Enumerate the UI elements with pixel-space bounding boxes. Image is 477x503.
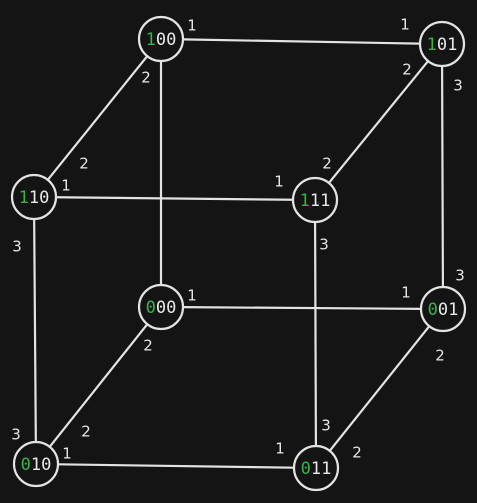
edge-label-100-110-to: 2 xyxy=(79,155,89,173)
node-label-001: 001 xyxy=(428,300,459,320)
edge-label-100-101-from: 1 xyxy=(187,17,197,35)
node-110: 110 xyxy=(10,173,58,221)
node-circle-110 xyxy=(10,173,58,221)
node-000: 000 xyxy=(137,283,185,331)
edge-label-001-011-from: 2 xyxy=(435,347,445,365)
node-circle-101 xyxy=(418,20,466,68)
node-010: 010 xyxy=(12,440,60,488)
edge-010-011 xyxy=(56,463,296,469)
node-rest-bits: 01 xyxy=(438,300,458,320)
edge-label-101-111-to: 2 xyxy=(322,155,332,173)
node-circle-111 xyxy=(291,176,339,224)
node-first-bit: 0 xyxy=(428,300,438,320)
edge-110-010 xyxy=(33,217,37,444)
node-circle-100 xyxy=(137,15,185,63)
edge-100-101 xyxy=(181,38,422,45)
edge-label-100-101-to: 1 xyxy=(400,16,410,34)
node-circle-011 xyxy=(292,444,340,492)
edge-label-111-011-from: 3 xyxy=(319,236,329,254)
node-first-bit: 1 xyxy=(427,35,437,55)
edge-101-111 xyxy=(327,59,430,185)
node-first-bit: 0 xyxy=(21,455,31,475)
edge-label-000-001-from: 1 xyxy=(187,287,197,305)
edge-000-010 xyxy=(48,323,149,448)
node-circle-010 xyxy=(12,440,60,488)
edge-label-110-111-to: 1 xyxy=(274,173,284,191)
node-label-000: 000 xyxy=(146,298,177,318)
edge-label-100-110-from: 2 xyxy=(141,69,151,87)
edge-label-001-011-to: 2 xyxy=(352,444,362,462)
edge-label-101-001-from: 3 xyxy=(453,77,463,95)
node-100: 100 xyxy=(137,15,185,63)
edge-label-111-011-to: 3 xyxy=(321,417,331,435)
node-rest-bits: 00 xyxy=(156,298,176,318)
edge-label-010-011-from: 1 xyxy=(62,445,72,463)
node-111: 111 xyxy=(291,176,339,224)
edge-label-101-001-to: 3 xyxy=(455,267,465,285)
edge-label-000-010-from: 2 xyxy=(143,337,153,355)
node-circle-000 xyxy=(137,283,185,331)
edge-100-110 xyxy=(46,55,149,181)
edge-label-000-010-to: 2 xyxy=(81,423,91,441)
edge-label-000-001-to: 1 xyxy=(401,284,411,302)
node-rest-bits: 10 xyxy=(29,188,49,208)
node-label-100: 100 xyxy=(146,30,177,50)
node-first-bit: 0 xyxy=(301,459,311,479)
edge-111-011 xyxy=(313,220,318,448)
node-first-bit: 1 xyxy=(300,191,310,211)
node-first-bit: 1 xyxy=(19,188,29,208)
edge-000-001 xyxy=(181,306,423,310)
node-101: 101 xyxy=(418,20,466,68)
node-label-101: 101 xyxy=(427,35,458,55)
node-first-bit: 1 xyxy=(146,30,156,50)
node-label-110: 110 xyxy=(19,188,50,208)
edge-label-101-111-from: 2 xyxy=(402,61,412,79)
edge-101-001 xyxy=(440,64,445,289)
node-label-011: 011 xyxy=(301,459,332,479)
edge-label-010-011-to: 1 xyxy=(275,440,285,458)
node-rest-bits: 10 xyxy=(31,455,51,475)
node-rest-bits: 11 xyxy=(311,459,331,479)
node-label-111: 111 xyxy=(300,191,331,211)
node-011: 011 xyxy=(292,444,340,492)
edges-layer xyxy=(33,38,445,469)
node-rest-bits: 11 xyxy=(310,191,330,211)
node-first-bit: 0 xyxy=(146,298,156,318)
node-rest-bits: 01 xyxy=(437,35,457,55)
edge-110-111 xyxy=(54,196,295,201)
node-001: 001 xyxy=(419,285,467,333)
node-circle-001 xyxy=(419,285,467,333)
edge-label-110-010-from: 3 xyxy=(12,238,22,256)
edge-label-110-010-to: 3 xyxy=(11,426,21,444)
node-label-010: 010 xyxy=(21,455,52,475)
edge-label-110-111-from: 1 xyxy=(61,177,71,195)
edge-001-011 xyxy=(328,325,431,452)
node-rest-bits: 00 xyxy=(156,30,176,50)
